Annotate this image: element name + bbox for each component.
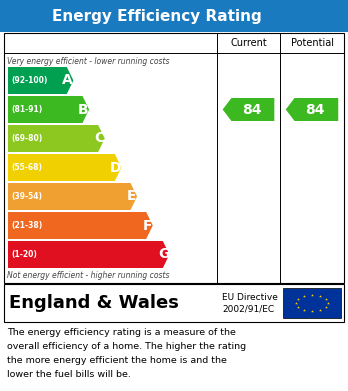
Text: 84: 84 (306, 102, 325, 117)
Polygon shape (286, 98, 338, 121)
Bar (0, 0, 348, 32)
Text: (39-54): (39-54) (11, 192, 42, 201)
Text: (1-20): (1-20) (11, 250, 37, 259)
Text: EU Directive: EU Directive (222, 294, 278, 303)
Polygon shape (8, 67, 73, 94)
Text: England & Wales: England & Wales (9, 294, 179, 312)
Text: E: E (127, 190, 136, 203)
Bar (283, 288, 341, 318)
Text: B: B (78, 102, 89, 117)
Polygon shape (8, 241, 169, 268)
Bar (4, 33, 344, 283)
Text: 2002/91/EC: 2002/91/EC (222, 305, 274, 314)
Polygon shape (8, 183, 137, 210)
Text: F: F (142, 219, 152, 233)
Text: C: C (94, 131, 104, 145)
Text: (21-38): (21-38) (11, 221, 42, 230)
Text: lower the fuel bills will be.: lower the fuel bills will be. (7, 370, 131, 379)
Polygon shape (8, 212, 153, 239)
Polygon shape (8, 154, 121, 181)
Text: Very energy efficient - lower running costs: Very energy efficient - lower running co… (7, 57, 169, 66)
Text: The energy efficiency rating is a measure of the: The energy efficiency rating is a measur… (7, 328, 236, 337)
Text: D: D (110, 160, 121, 174)
Text: (81-91): (81-91) (11, 105, 42, 114)
Text: A: A (62, 74, 73, 88)
Text: 84: 84 (242, 102, 261, 117)
Text: Current: Current (230, 38, 267, 48)
Text: (55-68): (55-68) (11, 163, 42, 172)
Text: the more energy efficient the home is and the: the more energy efficient the home is an… (7, 356, 227, 365)
Text: overall efficiency of a home. The higher the rating: overall efficiency of a home. The higher… (7, 342, 246, 351)
Text: Potential: Potential (291, 38, 333, 48)
Polygon shape (8, 125, 105, 152)
Text: Not energy efficient - higher running costs: Not energy efficient - higher running co… (7, 271, 169, 280)
Bar (4, 284, 344, 322)
Text: Energy Efficiency Rating: Energy Efficiency Rating (52, 9, 261, 23)
Polygon shape (8, 96, 89, 123)
Text: (92-100): (92-100) (11, 76, 47, 85)
Polygon shape (223, 98, 274, 121)
Text: G: G (158, 248, 169, 262)
Text: (69-80): (69-80) (11, 134, 42, 143)
